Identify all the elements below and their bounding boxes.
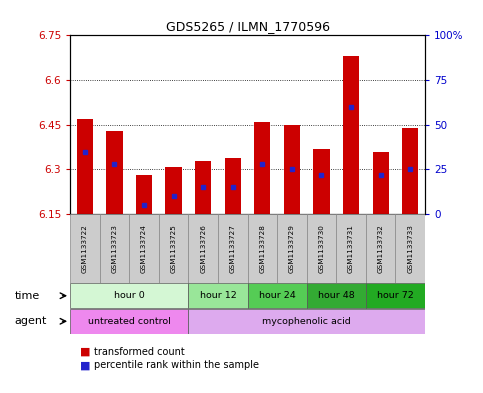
Text: GSM1133722: GSM1133722 xyxy=(82,224,88,273)
Text: GSM1133732: GSM1133732 xyxy=(378,224,384,273)
Text: percentile rank within the sample: percentile rank within the sample xyxy=(94,360,259,371)
Text: ■: ■ xyxy=(80,360,90,371)
Bar xyxy=(129,214,159,283)
Text: mycophenolic acid: mycophenolic acid xyxy=(262,317,351,326)
Bar xyxy=(254,122,270,214)
Bar xyxy=(372,152,389,214)
Bar xyxy=(166,167,182,214)
Bar xyxy=(366,214,396,283)
Bar xyxy=(188,283,248,308)
Bar xyxy=(307,214,336,283)
Text: transformed count: transformed count xyxy=(94,347,185,357)
Text: GSM1133725: GSM1133725 xyxy=(170,224,177,273)
Text: GSM1133723: GSM1133723 xyxy=(112,224,117,273)
Text: GSM1133727: GSM1133727 xyxy=(230,224,236,273)
Bar xyxy=(402,128,418,214)
Bar xyxy=(366,283,425,308)
Bar xyxy=(248,214,277,283)
Bar xyxy=(106,131,123,214)
Bar xyxy=(136,175,152,214)
Bar xyxy=(248,283,307,308)
Text: hour 0: hour 0 xyxy=(114,291,144,300)
Bar xyxy=(70,283,188,308)
Text: GSM1133724: GSM1133724 xyxy=(141,224,147,273)
Text: hour 48: hour 48 xyxy=(318,291,355,300)
Bar xyxy=(218,214,248,283)
Text: ■: ■ xyxy=(80,347,90,357)
Text: hour 72: hour 72 xyxy=(377,291,414,300)
Bar xyxy=(195,161,211,214)
Bar xyxy=(307,283,366,308)
Bar xyxy=(225,158,241,214)
Bar xyxy=(313,149,329,214)
Text: GSM1133733: GSM1133733 xyxy=(407,224,413,273)
Bar xyxy=(343,56,359,214)
Text: GSM1133731: GSM1133731 xyxy=(348,224,354,273)
Text: untreated control: untreated control xyxy=(88,317,170,326)
Text: GDS5265 / ILMN_1770596: GDS5265 / ILMN_1770596 xyxy=(166,20,329,33)
Bar xyxy=(159,214,188,283)
Text: GSM1133729: GSM1133729 xyxy=(289,224,295,273)
Text: hour 24: hour 24 xyxy=(259,291,296,300)
Bar xyxy=(277,214,307,283)
Bar xyxy=(77,119,93,214)
Bar xyxy=(284,125,300,214)
Bar xyxy=(70,309,188,334)
Bar xyxy=(99,214,129,283)
Bar xyxy=(188,214,218,283)
Text: hour 12: hour 12 xyxy=(199,291,236,300)
Text: GSM1133728: GSM1133728 xyxy=(259,224,265,273)
Text: time: time xyxy=(14,291,40,301)
Text: GSM1133730: GSM1133730 xyxy=(318,224,325,273)
Bar xyxy=(70,214,99,283)
Text: GSM1133726: GSM1133726 xyxy=(200,224,206,273)
Bar xyxy=(396,214,425,283)
Text: agent: agent xyxy=(14,316,47,326)
Bar xyxy=(188,309,425,334)
Bar xyxy=(336,214,366,283)
